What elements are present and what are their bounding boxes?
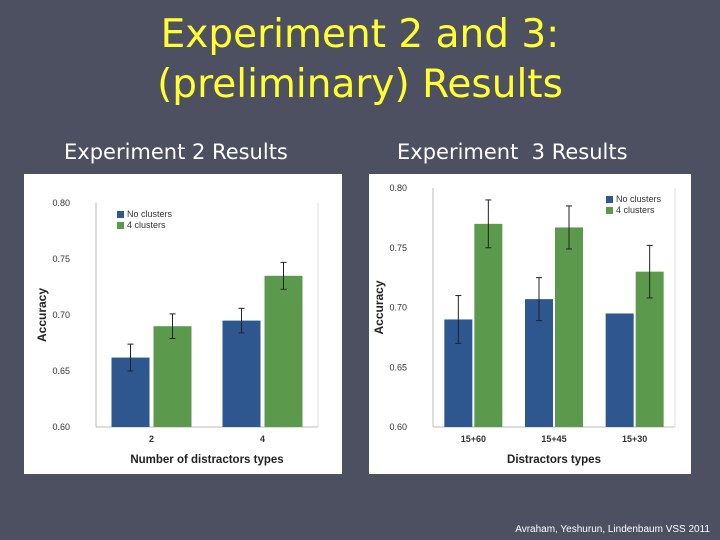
slide-title: Experiment 2 and 3: (preliminary) Result… bbox=[0, 10, 720, 110]
chart1-bar-0-2 bbox=[605, 313, 634, 427]
title-line-1: Experiment 2 and 3: bbox=[160, 12, 560, 57]
chart0-x-tick-label-0: 2 bbox=[149, 434, 154, 444]
title-line-2: (preliminary) Results bbox=[157, 62, 563, 107]
chart1-legend-swatch-0 bbox=[606, 196, 613, 203]
chart1-y-tick-label-0: 0.60 bbox=[389, 422, 407, 432]
chart0-y-tick-label-2: 0.70 bbox=[52, 310, 70, 320]
experiment-3-chart: 0.60 0.65 0.70 0.75 0.80 Accuracy 15+60 15+45 15… bbox=[372, 183, 676, 466]
experiment-2-heading: Experiment 2 Results bbox=[64, 140, 288, 164]
chart1-x-tick-label-2: 15+30 bbox=[622, 434, 647, 444]
chart1-bar-1-1 bbox=[555, 227, 583, 427]
chart1-y-axis-label: Accuracy bbox=[372, 280, 386, 334]
experiment-2-chart: 0.60 0.65 0.70 0.75 0.80 Accuracy 2 4 Number of … bbox=[35, 198, 319, 466]
chart1-legend-swatch-1 bbox=[606, 207, 613, 214]
chart1-legend-label-1: 4 clusters bbox=[616, 205, 655, 215]
chart1-bar-1-0 bbox=[474, 223, 503, 427]
chart0-bar-1-1 bbox=[264, 275, 303, 427]
chart0-y-tick-label-1: 0.65 bbox=[52, 366, 70, 376]
chart0-x-tick-label-1: 4 bbox=[260, 434, 265, 444]
chart0-legend-label-1: 4 clusters bbox=[127, 220, 166, 230]
chart1-y-tick-label-2: 0.70 bbox=[389, 303, 407, 313]
chart1-y-tick-label-3: 0.75 bbox=[389, 243, 407, 253]
chart0-legend-label-0: No clusters bbox=[127, 209, 173, 219]
chart1-x-tick-label-0: 15+60 bbox=[461, 434, 486, 444]
chart0-bar-0-1 bbox=[222, 320, 261, 427]
chart0-x-axis-label: Number of distractors types bbox=[130, 454, 283, 466]
chart0-legend-swatch-0 bbox=[117, 211, 124, 218]
credit-text: Avraham, Yeshurun, Lindenbaum VSS 2011 bbox=[515, 524, 710, 535]
chart0-y-tick-label-4: 0.80 bbox=[52, 198, 70, 208]
experiment-3-chart-panel: 0.60 0.65 0.70 0.75 0.80 Accuracy 15+60 15+45 15… bbox=[369, 174, 691, 474]
chart0-y-tick-label-0: 0.60 bbox=[52, 422, 70, 432]
chart1-legend-label-0: No clusters bbox=[616, 194, 662, 204]
experiment-2-chart-panel: 0.60 0.65 0.70 0.75 0.80 Accuracy 2 4 Number of … bbox=[24, 174, 342, 474]
chart0-y-axis-label: Accuracy bbox=[35, 288, 49, 342]
chart1-x-tick-label-1: 15+45 bbox=[541, 434, 566, 444]
experiment-3-heading: Experiment 3 Results bbox=[397, 140, 628, 164]
chart0-bar-1-0 bbox=[153, 326, 192, 427]
chart1-y-tick-label-1: 0.65 bbox=[389, 362, 407, 372]
chart1-x-axis-label: Distractors types bbox=[507, 454, 601, 466]
chart0-y-tick-label-3: 0.75 bbox=[52, 254, 70, 264]
chart1-y-tick-label-4: 0.80 bbox=[389, 183, 407, 193]
chart0-legend-swatch-1 bbox=[117, 222, 124, 229]
